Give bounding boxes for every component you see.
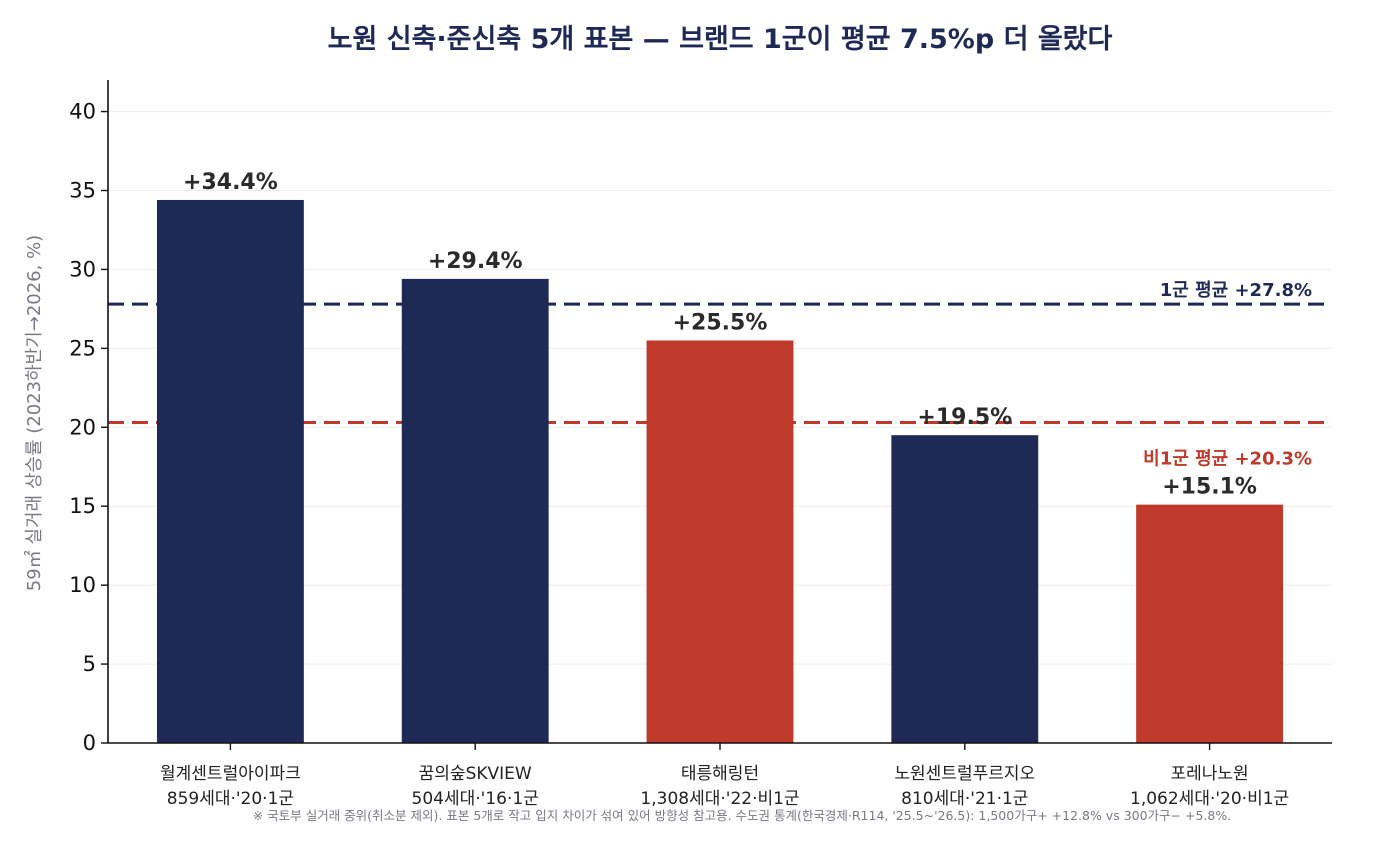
chart-title: 노원 신축·준신축 5개 표본 — 브랜드 1군이 평균 7.5%p 더 올랐다 [328, 24, 1113, 55]
data-label: +15.1% [1162, 475, 1257, 500]
bar [401, 278, 549, 743]
y-tick-label: 40 [69, 100, 96, 124]
x-tick-detail: 810세대·'21·1군 [901, 789, 1028, 809]
reference-line-label: 비1군 평균 +20.3% [1143, 449, 1312, 470]
x-tick-label: 태릉해링턴 [681, 764, 759, 784]
bar [891, 435, 1039, 743]
x-tick-label: 노원센트럴푸르지오 [894, 764, 1035, 784]
x-tick-label: 꿈의숲SKVIEW [419, 764, 532, 784]
y-axis-label: 59㎡ 실거래 상승률 (2023하반기→2026, %) [23, 235, 45, 591]
y-tick-label: 20 [69, 415, 96, 439]
x-tick-detail: 1,308세대·'22·비1군 [640, 789, 799, 809]
y-tick-label: 25 [69, 336, 96, 360]
data-label: +25.5% [673, 310, 768, 335]
footnote: ※ 국토부 실거래 중위(취소분 제외). 표본 5개로 작고 입지 차이가 섞… [253, 808, 1231, 823]
x-tick-detail: 504세대·'16·1군 [412, 789, 539, 809]
bars [156, 199, 1284, 743]
y-tick-label: 0 [83, 731, 96, 755]
bar [156, 199, 304, 743]
data-label: +29.4% [428, 249, 523, 274]
bar [1136, 504, 1284, 743]
bar [646, 340, 794, 743]
y-tick-label: 10 [69, 573, 96, 597]
y-tick-label: 15 [69, 494, 96, 518]
y-tick-label: 5 [83, 652, 96, 676]
x-tick-label: 월계센트럴아이파크 [160, 764, 301, 784]
data-label: +34.4% [183, 170, 278, 195]
labels: 0 5 10 15 20 25 30 35 40 1군 평균 +27.8% 비1군 평균 +20.3… [69, 100, 1312, 809]
axes [101, 80, 1332, 750]
y-tick-label: 30 [69, 257, 96, 281]
reference-line-label: 1군 평균 +27.8% [1160, 280, 1312, 301]
x-tick-label: 포레나노원 [1170, 764, 1248, 784]
x-tick-detail: 859세대·'20·1군 [167, 789, 294, 809]
y-tick-label: 35 [69, 179, 96, 203]
data-label: +19.5% [917, 405, 1012, 430]
x-tick-detail: 1,062세대·'20·비1군 [1130, 789, 1289, 809]
